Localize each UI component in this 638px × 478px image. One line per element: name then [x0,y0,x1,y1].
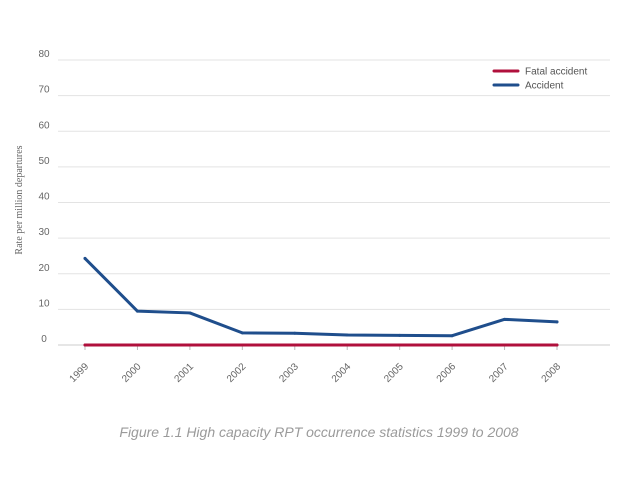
data-point [450,334,454,338]
data-point [398,333,402,337]
x-tick-label: 2005 [382,361,406,385]
data-point [293,343,297,347]
series-line-accident [83,256,559,338]
x-tick-label: 2003 [277,361,301,385]
y-tick-label: 50 [38,156,50,167]
data-point [135,343,139,347]
y-axis-label: Rate per million departures [14,145,25,254]
series-lines [83,256,559,347]
y-tick-label: 70 [38,85,50,96]
legend-label: Fatal accident [525,67,587,78]
x-tick-label: 2006 [435,361,459,385]
y-tick-label: 30 [38,227,50,238]
x-tick-label: 2004 [330,361,354,385]
x-axis-ticks: 1999 2000 2001 2002 2003 2004 2005 2006 2007 2008 [68,345,564,385]
y-tick-label: 60 [38,120,50,131]
data-point [188,343,192,347]
x-tick-label: 2008 [540,361,564,385]
x-tick-label: 2007 [487,361,511,385]
data-point [135,309,139,313]
figure-caption: Figure 1.1 High capacity RPT occurrence … [119,424,519,440]
legend: Fatal accident Accident [492,67,587,92]
data-point [503,343,507,347]
y-axis-ticks: 0 10 20 30 40 50 60 70 80 [38,49,50,345]
x-tick-label: 1999 [68,361,92,385]
data-point [555,320,559,324]
x-tick-label: 2001 [172,361,196,385]
data-point [398,343,402,347]
data-point [345,343,349,347]
data-point [188,311,192,315]
y-tick-label: 80 [38,49,50,60]
y-tick-label: 40 [38,192,50,203]
data-point [240,331,244,335]
gridlines [58,59,610,346]
data-point [83,256,87,260]
x-tick-label: 2002 [225,361,249,385]
x-tick-label: 2000 [120,361,144,385]
y-tick-label: 0 [41,334,47,345]
y-tick-label: 10 [38,298,50,309]
data-point [240,343,244,347]
legend-label: Accident [525,81,564,92]
data-point [503,317,507,321]
data-point [555,343,559,347]
data-point [293,331,297,335]
y-tick-label: 20 [38,263,50,274]
data-point [450,343,454,347]
data-point [345,333,349,337]
data-point [83,343,87,347]
